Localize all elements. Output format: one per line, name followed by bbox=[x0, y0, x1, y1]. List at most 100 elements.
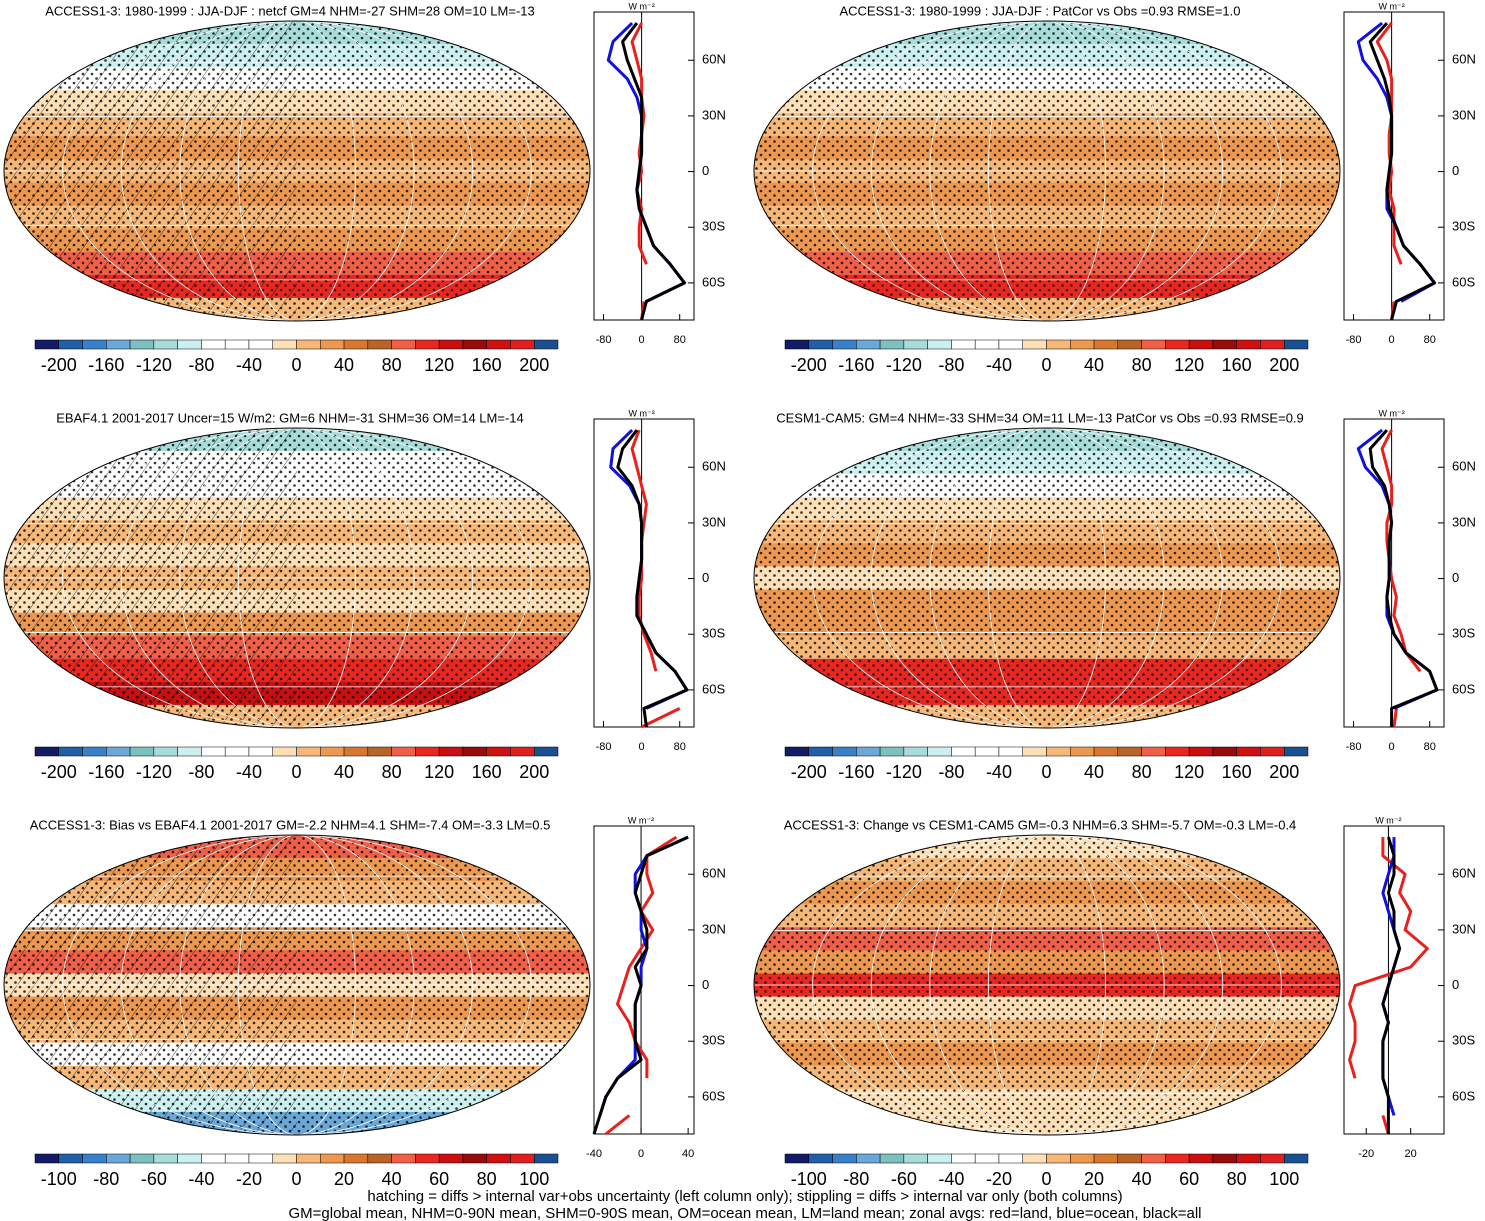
colorbar-box bbox=[998, 746, 1023, 757]
colorbar-box bbox=[462, 1153, 487, 1164]
colorbar-label: 40 bbox=[334, 355, 354, 375]
colorbar-box bbox=[510, 339, 535, 350]
colorbar-box bbox=[1141, 746, 1166, 757]
zonal-line bbox=[592, 835, 689, 1135]
x-tick-label: 20 bbox=[1405, 1148, 1417, 1160]
colorbar-box bbox=[438, 746, 464, 757]
colorbar-box bbox=[106, 746, 131, 757]
colorbar-label: 0 bbox=[1041, 355, 1051, 375]
map-meridian bbox=[870, 21, 1224, 321]
map-outline bbox=[3, 427, 591, 729]
map-meridian bbox=[812, 428, 1282, 728]
panel: ACCESS1-3: Bias vs EBAF4.1 2001-2017 GM=… bbox=[3, 815, 726, 1189]
zonal-frame bbox=[593, 825, 695, 1135]
colorbar-box bbox=[248, 339, 273, 350]
colorbar-label: 40 bbox=[1084, 355, 1104, 375]
x-tick-label: 0 bbox=[1389, 334, 1395, 346]
y-tick-label: 30N bbox=[702, 107, 726, 122]
panel-title: ACCESS1-3: 1980-1999 : JJA-DJF : PatCor … bbox=[839, 3, 1240, 18]
colorbar-box bbox=[808, 1153, 833, 1164]
colorbar-box bbox=[784, 746, 810, 757]
map-meridian bbox=[62, 835, 532, 1135]
colorbar-box bbox=[82, 746, 107, 757]
map bbox=[4, 835, 590, 1135]
colorbar-box bbox=[998, 1153, 1023, 1164]
colorbar-box bbox=[808, 746, 833, 757]
footnote: GM=global mean, NHM=0-90N mean, SHM=0-90… bbox=[288, 1205, 1201, 1221]
x-tick-label: -80 bbox=[1346, 741, 1362, 753]
zonal-line bbox=[1356, 21, 1436, 303]
colorbar-label: -160 bbox=[838, 355, 874, 375]
x-axis-label: W m⁻² bbox=[1375, 815, 1401, 825]
panel: ACCESS1-3: 1980-1999 : JJA-DJF : netcf G… bbox=[3, 1, 726, 375]
colorbar-label: -160 bbox=[88, 762, 124, 782]
colorbar-box bbox=[320, 746, 345, 757]
colorbar-box bbox=[58, 339, 83, 350]
colorbar-label: 0 bbox=[1041, 1169, 1051, 1189]
map-meridian bbox=[237, 428, 356, 728]
y-tick-label: 0 bbox=[1452, 977, 1459, 992]
zonal-line bbox=[1368, 429, 1439, 727]
colorbar-box bbox=[34, 746, 60, 757]
map-meridian bbox=[179, 835, 415, 1135]
colorbar-box bbox=[1165, 339, 1190, 350]
colorbar-box bbox=[832, 339, 857, 350]
y-tick-label: 60S bbox=[702, 681, 725, 696]
map-meridian bbox=[870, 835, 1224, 1135]
zonal-line bbox=[621, 22, 686, 321]
colorbar-box bbox=[320, 1153, 345, 1164]
x-axis-label: W m⁻² bbox=[628, 1, 654, 11]
colorbar-box bbox=[1283, 339, 1309, 350]
colorbar-label: 60 bbox=[429, 1169, 449, 1189]
colorbar-label: -200 bbox=[41, 355, 77, 375]
colorbar-box bbox=[462, 746, 487, 757]
colorbar-box bbox=[201, 339, 226, 350]
colorbar-box bbox=[129, 746, 155, 757]
x-tick-label: -80 bbox=[596, 741, 612, 753]
colorbar-box bbox=[129, 1153, 155, 1164]
colorbar-label: 80 bbox=[477, 1169, 497, 1189]
colorbar-box bbox=[415, 339, 440, 350]
colorbar-box bbox=[248, 746, 273, 757]
colorbar-box bbox=[1260, 339, 1285, 350]
colorbar-label: 20 bbox=[334, 1169, 354, 1189]
colorbar-box bbox=[856, 746, 881, 757]
colorbar-box bbox=[296, 746, 321, 757]
map-outline bbox=[753, 20, 1341, 322]
colorbar-box bbox=[153, 339, 178, 350]
y-tick-label: 60S bbox=[1452, 681, 1475, 696]
colorbar-box bbox=[177, 1153, 202, 1164]
colorbar-label: -120 bbox=[136, 762, 172, 782]
map-meridian bbox=[987, 428, 1106, 728]
colorbar-box bbox=[974, 746, 1000, 757]
colorbar-box bbox=[533, 339, 559, 350]
y-tick-label: 0 bbox=[702, 163, 709, 178]
colorbar-box bbox=[1070, 339, 1095, 350]
colorbar-box bbox=[832, 1153, 857, 1164]
colorbar-label: 80 bbox=[1132, 762, 1152, 782]
map-meridian bbox=[987, 835, 1106, 1135]
colorbar-box bbox=[106, 1153, 131, 1164]
map-meridian bbox=[237, 21, 356, 321]
colorbar-box bbox=[974, 339, 1000, 350]
y-tick-label: 60S bbox=[702, 274, 725, 289]
colorbar-label: -80 bbox=[938, 355, 964, 375]
colorbar-box bbox=[1141, 1153, 1166, 1164]
colorbar-box bbox=[1212, 339, 1237, 350]
colorbar-box bbox=[129, 339, 155, 350]
colorbar-box bbox=[1212, 1153, 1237, 1164]
zonal-frame bbox=[1343, 418, 1445, 728]
map-meridian bbox=[812, 21, 1282, 321]
y-tick-label: 60N bbox=[1452, 459, 1476, 474]
colorbar-label: -40 bbox=[236, 762, 262, 782]
map bbox=[4, 21, 590, 321]
colorbar-label: 40 bbox=[382, 1169, 402, 1189]
colorbar-box bbox=[1046, 746, 1071, 757]
y-tick-label: 30S bbox=[1452, 1033, 1475, 1048]
colorbar-label: 80 bbox=[1227, 1169, 1247, 1189]
zonal-line bbox=[616, 429, 689, 728]
colorbar-label: 160 bbox=[472, 762, 502, 782]
colorbar-box bbox=[879, 1153, 905, 1164]
panel: ACCESS1-3: 1980-1999 : JJA-DJF : PatCor … bbox=[753, 1, 1476, 375]
x-tick-label: 80 bbox=[674, 741, 686, 753]
